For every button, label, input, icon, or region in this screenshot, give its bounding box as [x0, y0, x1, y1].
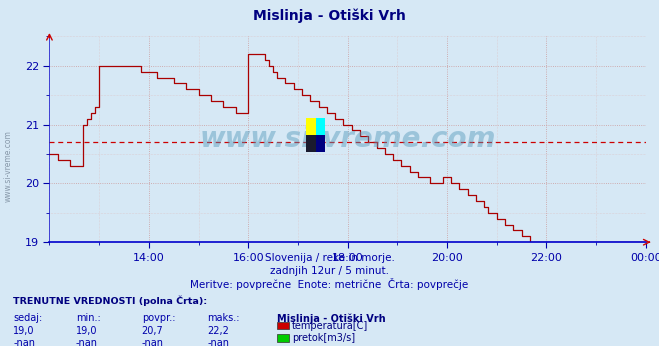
Text: www.si-vreme.com: www.si-vreme.com: [4, 130, 13, 202]
Text: Meritve: povprečne  Enote: metrične  Črta: povprečje: Meritve: povprečne Enote: metrične Črta:…: [190, 278, 469, 290]
Text: -nan: -nan: [76, 338, 98, 346]
Text: pretok[m3/s]: pretok[m3/s]: [292, 333, 355, 343]
Text: -nan: -nan: [13, 338, 35, 346]
Text: min.:: min.:: [76, 313, 101, 323]
Text: 19,0: 19,0: [76, 326, 98, 336]
Text: sedaj:: sedaj:: [13, 313, 42, 323]
Text: 19,0: 19,0: [13, 326, 35, 336]
Text: temperatura[C]: temperatura[C]: [292, 321, 368, 330]
Text: -nan: -nan: [142, 338, 163, 346]
Text: Slovenija / reke in morje.: Slovenija / reke in morje.: [264, 253, 395, 263]
Text: povpr.:: povpr.:: [142, 313, 175, 323]
Text: -nan: -nan: [208, 338, 229, 346]
Text: zadnjih 12ur / 5 minut.: zadnjih 12ur / 5 minut.: [270, 266, 389, 276]
Text: maks.:: maks.:: [208, 313, 240, 323]
Text: Mislinja - Otiški Vrh: Mislinja - Otiški Vrh: [277, 313, 386, 324]
Text: www.si-vreme.com: www.si-vreme.com: [200, 125, 496, 153]
Text: 20,7: 20,7: [142, 326, 163, 336]
Text: 22,2: 22,2: [208, 326, 229, 336]
Text: TRENUTNE VREDNOSTI (polna Črta):: TRENUTNE VREDNOSTI (polna Črta):: [13, 296, 208, 306]
Text: Mislinja - Otiški Vrh: Mislinja - Otiški Vrh: [253, 8, 406, 23]
